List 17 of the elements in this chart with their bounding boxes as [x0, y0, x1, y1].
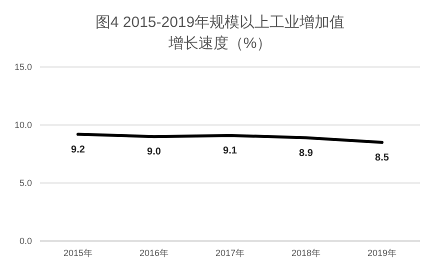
data-label: 9.2 [71, 144, 86, 156]
y-tick-label: 10.0 [14, 120, 32, 130]
data-label: 8.9 [299, 148, 314, 159]
x-tick-label: 2017年 [215, 248, 245, 258]
y-tick-label: 5.0 [19, 178, 32, 188]
line-series [76, 132, 384, 144]
chart-title: 图4 2015-2019年规模以上工业增加值 [95, 14, 345, 31]
x-tick-label: 2018年 [291, 248, 321, 258]
y-tick-label: 15.0 [14, 62, 32, 72]
x-tick-label: 2016年 [139, 248, 169, 258]
x-tick-label: 2015年 [63, 248, 93, 258]
data-label: 9.1 [223, 145, 238, 156]
chart-subtitle: 增长速度（%） [167, 35, 272, 52]
data-label: 9.0 [147, 146, 162, 158]
y-tick-label: 0.0 [19, 236, 32, 246]
x-tick-label: 2019年 [367, 248, 397, 258]
data-label: 8.5 [375, 152, 390, 164]
